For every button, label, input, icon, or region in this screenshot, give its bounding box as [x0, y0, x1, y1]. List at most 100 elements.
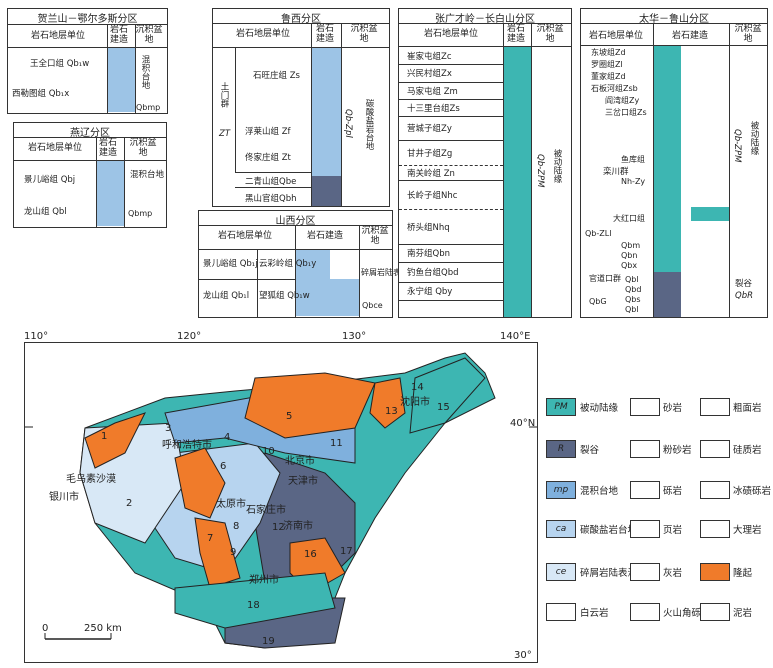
legend-swatch	[630, 563, 660, 581]
basin-code: Qbmp	[136, 103, 161, 112]
place-label: 银川市	[49, 492, 79, 503]
legend-swatch	[630, 603, 660, 621]
region-number: 19	[262, 636, 275, 647]
unit-label: 三岔口组Zs	[605, 108, 647, 117]
unit-label: 龙山组 Qb₁l	[203, 291, 250, 301]
legend-swatch: ce	[546, 563, 576, 581]
column-strata	[504, 47, 531, 317]
legend-label: 碳酸盐岩台地	[580, 525, 638, 536]
legend-swatch: mp	[546, 481, 576, 499]
region-number: 5	[286, 411, 293, 422]
header-basin: 沉积盆地	[361, 226, 389, 246]
legend-swatch	[630, 481, 660, 499]
scale-zero: 0	[42, 623, 49, 634]
header-unit: 岩石地层单位	[27, 143, 82, 153]
unit-label: 甘井子组Zg	[407, 148, 453, 159]
column-strata	[654, 46, 681, 246]
legend-label: 硅质岩	[733, 445, 762, 456]
region-number: 7	[207, 533, 214, 544]
group-code: QbG	[589, 297, 607, 306]
place-label: 呼和浩特市	[162, 440, 212, 451]
column-strata	[312, 48, 341, 192]
unit-label: 东坡组Zd	[591, 48, 626, 57]
group-code: Qb-ZLl	[585, 229, 612, 238]
legend-label: 裂谷	[580, 445, 600, 456]
panel-title: 太华－鲁山分区	[639, 14, 709, 25]
header-build: 岩石建造	[98, 138, 117, 158]
header-basin: 沉积盆地	[135, 25, 163, 45]
basin-label: 混积台地	[140, 55, 150, 89]
legend-label: 页岩	[663, 525, 683, 536]
region-15	[409, 357, 486, 434]
region-number: 11	[330, 438, 343, 449]
panel-title: 燕辽分区	[70, 128, 110, 139]
unit-label: 营城子组Zy	[407, 124, 452, 134]
unit-label: 董家组Zd	[591, 72, 626, 81]
unit-label: 景儿峪组 Qbj	[24, 175, 76, 185]
place-label: 北京市	[285, 456, 315, 467]
panel-shanxi: 山西分区 岩石地层单位 岩石建造 沉积盆地 景儿峪组 Qb₁j 龙山组 Qb₁l…	[198, 210, 409, 318]
basin-label: 碳酸盐岩台地	[364, 99, 374, 150]
unit-label: 望狐组 Qb₁w	[259, 291, 310, 301]
unit-label: 云彩岭组 Qb₁y	[259, 259, 317, 269]
panel-title: 鲁西分区	[281, 14, 321, 25]
region-number: 17	[340, 546, 353, 557]
map-svg	[25, 352, 537, 649]
legend-swatch: R	[546, 440, 576, 458]
column-strata	[108, 48, 135, 112]
unit-label: 石旺庄组 Zs	[253, 71, 300, 81]
unit-label: 龙山组 Qbl	[24, 207, 67, 217]
unit-label: 大红口组	[613, 214, 645, 223]
basin-code: Qbce	[362, 301, 383, 310]
lon-label: 110°	[24, 331, 49, 342]
legend-label: 泥岩	[733, 608, 753, 619]
panel-helan: 贺兰山－鄂尔多斯分区 岩石地层单位 岩石建造 沉积盆地 王全口组 Qb₁w 西勒…	[7, 8, 168, 114]
column-strata-dark	[654, 272, 681, 317]
basin-label: 混积台地	[130, 170, 165, 180]
unit-label: 崔家屯组Zc	[407, 51, 452, 62]
map-frame	[24, 342, 538, 663]
legend-swatch	[700, 563, 730, 581]
panel-title: 山西分区	[275, 216, 316, 227]
unit-label: 二青山组Qbe	[245, 177, 297, 187]
unit-label: 永宁组 Qby	[407, 287, 453, 297]
panel-luxi: 鲁西分区 岩石地层单位 岩石建造 沉积盆地 土门群 ZT 石旺庄组 Zs 浮莱山…	[212, 8, 390, 207]
column-strata	[296, 250, 330, 316]
lat-label: 30°	[514, 650, 532, 661]
region-number: 8	[233, 521, 240, 532]
basin-label: 被动陆缘	[749, 121, 759, 155]
column-strata-lower	[654, 246, 681, 272]
column-strata-wide	[691, 207, 729, 221]
unit-label: Qbl	[625, 305, 639, 314]
legend-code: PM	[554, 402, 568, 412]
panel-taihua: 太华－鲁山分区 岩石地层单位 岩石建造 沉积盆地 东坡组Zd 罗圈组Zl 董家组Zd…	[580, 8, 768, 318]
legend-label: 火山角砾岩	[663, 608, 711, 619]
legend-label: 白云岩	[580, 608, 609, 619]
unit-label: 西勒图组 Qb₁x	[12, 89, 70, 99]
place-label: 沈阳市	[400, 397, 430, 408]
region-number: 2	[126, 498, 133, 509]
legend-label: 粗面岩	[733, 403, 762, 414]
legend-swatch	[700, 398, 730, 416]
group-label: 土门群	[219, 82, 229, 108]
unit-label: 十三里台组Zs	[407, 103, 460, 114]
unit-label: 阎湾组Zy	[605, 96, 640, 105]
code-label: Qb-ZPM	[732, 129, 742, 163]
basin-code: Qbmp	[128, 209, 153, 218]
unit-label: 罗圈组Zl	[591, 60, 623, 69]
region-number: 18	[247, 600, 260, 611]
place-label: 郑州市	[249, 575, 279, 586]
legend-label: 混积台地	[580, 486, 619, 497]
panel-zhangguang: 张广才岭－长白山分区 岩石地层单位 岩石建造 沉积盆地 崔家屯组Zc 兴民村组Zx…	[398, 8, 572, 318]
region-number: 3	[165, 423, 172, 434]
legend-swatch: PM	[546, 398, 576, 416]
rift-code: QbR	[735, 291, 753, 301]
code-label: Qb-Zpl	[343, 109, 353, 138]
column-strata	[97, 161, 124, 226]
unit-label: 景儿峪组 Qb₁j	[203, 259, 258, 269]
column-strata-alt	[330, 279, 359, 316]
unit-label: Qbn	[621, 251, 638, 260]
legend-swatch	[700, 520, 730, 538]
unit-label: 南关岭组 Zn	[407, 168, 455, 179]
lat-label: 40°N	[510, 418, 536, 429]
